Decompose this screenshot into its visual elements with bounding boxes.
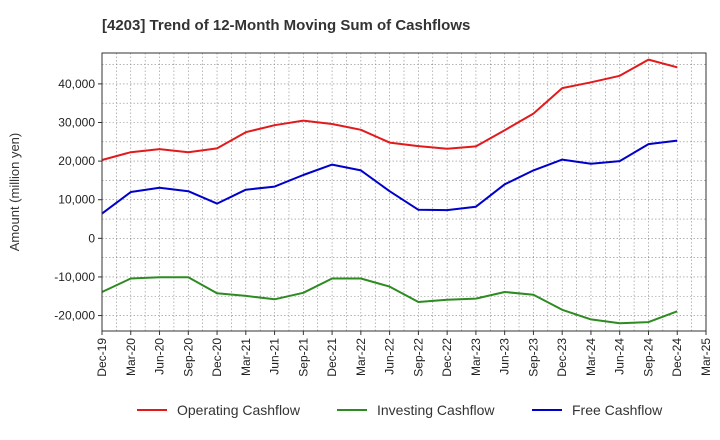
x-tick-label: Dec-24 — [670, 338, 684, 377]
legend-label-investing-cashflow: Investing Cashflow — [377, 402, 495, 418]
legend-label-free-cashflow: Free Cashflow — [572, 402, 663, 418]
series-line-operating-cashflow — [101, 58, 678, 161]
x-tick-label: Sep-20 — [181, 338, 195, 377]
x-tick-label: Mar-20 — [124, 338, 138, 376]
x-tick-label: Dec-23 — [555, 338, 569, 377]
y-tick-label: -20,000 — [54, 309, 95, 323]
chart-title: [4203] Trend of 12-Month Moving Sum of C… — [102, 17, 470, 34]
x-tick-label: Jun-21 — [268, 338, 282, 375]
x-axis-ticks: Dec-19 Mar-20 Jun-20 Sep-20 Dec-20 Mar-21 Jun-… — [95, 331, 713, 377]
x-tick-label: Dec-20 — [210, 338, 224, 377]
legend: Operating Cashflow Investing Cashflow Free… — [137, 402, 663, 418]
y-axis-ticks: -20,000 -10,000 0 10,000 20,000 30,000 40,000 — [54, 77, 102, 323]
x-tick-label: Mar-23 — [469, 338, 483, 376]
x-tick-label: Dec-19 — [95, 338, 109, 377]
y-tick-label: -10,000 — [54, 270, 95, 284]
legend-label-operating-cashflow: Operating Cashflow — [177, 402, 301, 418]
x-tick-label: Mar-22 — [354, 338, 368, 376]
x-tick-label: Jun-23 — [498, 338, 512, 375]
x-tick-label: Mar-25 — [699, 338, 713, 376]
plot-frame — [101, 52, 707, 332]
series-layer — [101, 58, 678, 325]
x-tick-label: Sep-23 — [526, 338, 540, 377]
y-tick-label: 40,000 — [58, 77, 95, 91]
x-tick-label: Jun-22 — [383, 338, 397, 375]
x-tick-label: Sep-22 — [411, 338, 425, 377]
series-line-free-cashflow — [101, 139, 678, 215]
x-tick-label: Sep-21 — [296, 338, 310, 377]
x-tick-label: Jun-24 — [613, 338, 627, 375]
x-tick-label: Mar-21 — [239, 338, 253, 376]
x-tick-label: Dec-21 — [325, 338, 339, 377]
x-tick-label: Dec-22 — [440, 338, 454, 377]
y-tick-label: 10,000 — [58, 193, 95, 207]
y-axis-label: Amount (million yen) — [7, 133, 22, 252]
x-tick-label: Mar-24 — [584, 338, 598, 376]
y-tick-label: 20,000 — [58, 154, 95, 168]
y-tick-label: 30,000 — [58, 116, 95, 130]
x-tick-label: Sep-24 — [641, 338, 655, 377]
x-tick-label: Jun-20 — [153, 338, 167, 375]
y-tick-label: 0 — [88, 231, 95, 245]
series-line-investing-cashflow — [101, 276, 678, 325]
